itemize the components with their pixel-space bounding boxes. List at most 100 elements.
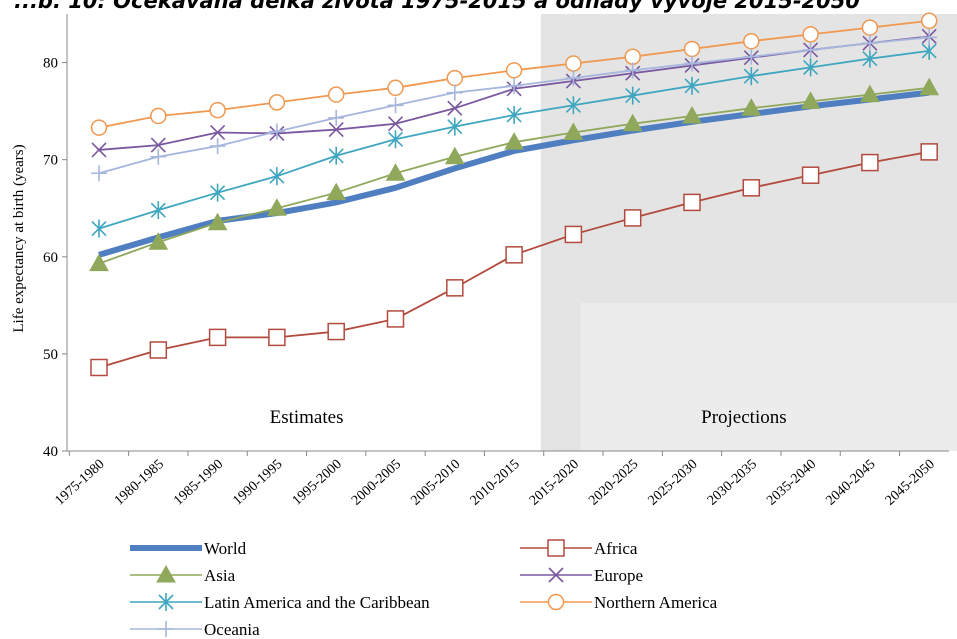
legend-label: World: [204, 539, 247, 558]
x-tick-label: 1975-1980: [53, 457, 108, 509]
x-tick-label: 2020-2025: [586, 457, 641, 509]
legend-item-europe: Europe: [520, 566, 643, 585]
data-point-latin-america-and-the-caribbean: [447, 117, 463, 136]
data-point-northern-america: [624, 48, 641, 65]
data-point-northern-america: [90, 119, 108, 136]
data-point-europe: [91, 142, 107, 158]
data-point-latin-america-and-the-caribbean: [328, 146, 344, 165]
x-tick-labels: 1975-1980 1980-1985 1985-1990 1990-1995 1995…: [53, 457, 938, 509]
data-point-asia: [385, 163, 406, 181]
data-point-africa: [623, 209, 642, 227]
data-point-africa: [327, 322, 345, 341]
series-northern-america: [90, 12, 938, 136]
data-point-asia: [622, 113, 643, 132]
data-point-europe: [150, 137, 166, 153]
legend-item-latin-america-and-the-caribbean: Latin America and the Caribbean: [130, 593, 430, 612]
data-point-latin-america-and-the-caribbean: [684, 76, 700, 95]
data-point-africa: [742, 179, 761, 197]
data-point-europe: [210, 124, 226, 141]
y-axis-label: Life expectancy at birth (years): [11, 144, 27, 332]
series-africa: [90, 143, 938, 377]
data-point-northern-america: [802, 26, 819, 43]
data-point-asia: [741, 98, 762, 116]
data-point-northern-america: [209, 101, 226, 119]
data-point-europe: [387, 116, 404, 132]
data-point-asia: [860, 84, 880, 103]
data-point-northern-america: [268, 94, 286, 111]
data-point-latin-america-and-the-caribbean: [565, 96, 581, 115]
data-point-oceania: [91, 165, 107, 182]
series-layer: [89, 12, 940, 377]
data-point-africa: [446, 279, 464, 297]
data-point-oceania: [387, 97, 404, 114]
data-point-northern-america: [683, 40, 701, 58]
data-point-northern-america: [861, 19, 879, 36]
data-point-oceania: [328, 109, 345, 126]
data-point-asia: [148, 232, 169, 250]
data-point-northern-america: [150, 107, 167, 125]
data-point-northern-america: [446, 69, 464, 87]
x-tick-label: 1985-1990: [171, 457, 226, 509]
data-point-asia: [504, 132, 524, 150]
legend-swatch-marker: [548, 567, 564, 583]
data-point-oceania: [684, 55, 700, 72]
data-point-asia: [207, 212, 228, 231]
x-tick-label: 2005-2010: [408, 457, 463, 509]
legend-swatch-marker: [547, 539, 565, 557]
data-point-latin-america-and-the-caribbean: [803, 58, 819, 77]
x-tick-label: 2010-2015: [468, 457, 523, 509]
data-point-latin-america-and-the-caribbean: [91, 219, 107, 238]
x-tick-label: 2030-2035: [705, 457, 760, 509]
data-point-africa: [149, 341, 168, 359]
legend-item-asia: Asia: [130, 564, 236, 585]
data-point-oceania: [624, 62, 641, 79]
data-point-latin-america-and-the-caribbean: [269, 167, 285, 186]
data-point-africa: [90, 358, 108, 377]
series-asia: [89, 77, 940, 272]
legend-swatch-marker: [547, 593, 565, 611]
x-tick-label: 2045-2050: [883, 457, 938, 509]
x-tick-label: 2035-2040: [764, 457, 819, 509]
data-point-asia: [563, 122, 584, 140]
data-point-oceania: [802, 41, 819, 58]
data-point-africa: [564, 225, 583, 244]
data-point-oceania: [861, 35, 878, 52]
data-point-latin-america-and-the-caribbean: [743, 67, 759, 86]
legend-label: Oceania: [204, 620, 260, 639]
y-tick-labels: 40 50 60 70 80: [43, 56, 58, 460]
projections-inner-shade: [580, 303, 957, 451]
y-tick-label: 50: [43, 347, 58, 363]
legend-item-oceania: Oceania: [130, 620, 260, 639]
x-tick-label: 2040-2045: [823, 457, 878, 509]
legend-label: Latin America and the Caribbean: [204, 593, 430, 612]
data-point-asia: [800, 91, 821, 109]
data-point-africa: [861, 153, 879, 172]
data-point-latin-america-and-the-caribbean: [387, 130, 404, 149]
chart-title: ...b. 10: Očekávaná délka života 1975-20…: [14, 0, 860, 13]
y-tick-label: 40: [43, 444, 58, 460]
data-point-africa: [505, 246, 523, 264]
x-tick-label: 1995-2000: [290, 457, 345, 509]
data-point-asia: [267, 198, 287, 216]
data-point-asia: [682, 105, 702, 124]
x-tick-label: 1980-1985: [112, 457, 167, 509]
data-point-northern-america: [565, 55, 582, 72]
data-point-latin-america-and-the-caribbean: [862, 49, 878, 68]
data-point-asia: [919, 77, 940, 96]
data-point-africa: [268, 328, 286, 347]
data-point-oceania: [743, 48, 760, 65]
estimates-label: Estimates: [270, 407, 344, 428]
data-point-northern-america: [387, 79, 404, 97]
data-point-europe: [328, 121, 344, 138]
x-tick-label: 1990-1995: [230, 457, 285, 509]
data-point-oceania: [506, 77, 523, 94]
series-oceania: [91, 29, 938, 182]
data-point-europe: [447, 100, 463, 116]
projections-label: Projections: [701, 407, 787, 428]
data-point-latin-america-and-the-caribbean: [210, 183, 226, 202]
legend-swatch-marker: [158, 621, 174, 637]
legend-swatch-marker: [158, 593, 174, 611]
data-point-latin-america-and-the-caribbean: [625, 86, 641, 105]
y-tick-label: 60: [43, 250, 58, 266]
